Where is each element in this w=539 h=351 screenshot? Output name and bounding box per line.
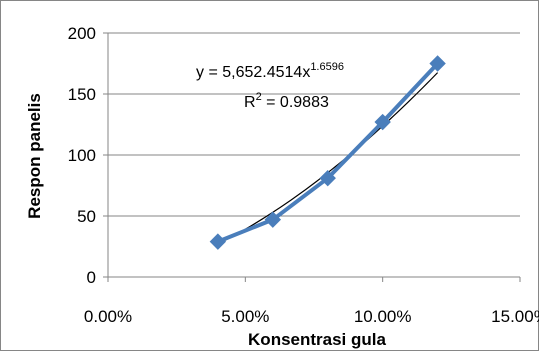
x-tick-label: 0.00% bbox=[84, 307, 132, 326]
x-tick-label: 15.00% bbox=[491, 307, 539, 326]
x-tick-label: 10.00% bbox=[354, 307, 412, 326]
data-point-marker bbox=[374, 113, 391, 131]
y-tick-label: 150 bbox=[68, 85, 96, 104]
y-axis-title: Respon panelis bbox=[25, 93, 44, 219]
y-tick-label: 100 bbox=[68, 146, 96, 165]
x-axis-title: Konsentrasi gula bbox=[248, 330, 386, 349]
axes bbox=[103, 32, 521, 282]
data-point-marker bbox=[264, 211, 282, 228]
gridlines bbox=[108, 32, 520, 217]
y-tick-labels: 0 50 100 150 200 bbox=[68, 24, 96, 287]
markers-group bbox=[209, 55, 446, 250]
data-point-marker bbox=[319, 169, 336, 187]
x-tick-label: 5.00% bbox=[221, 307, 269, 326]
r-squared-label: R2 = 0.9883 bbox=[244, 91, 329, 111]
x-tick-labels: 0.00% 5.00% 10.00% 15.00% bbox=[84, 307, 539, 326]
data-point-marker bbox=[429, 55, 446, 72]
y-tick-label: 200 bbox=[68, 24, 96, 43]
y-tick-label: 0 bbox=[87, 268, 96, 287]
y-tick-label: 50 bbox=[77, 207, 96, 226]
data-point-marker bbox=[209, 233, 227, 250]
trendline-equation: y = 5,652.4514x1.6596 bbox=[196, 61, 344, 81]
